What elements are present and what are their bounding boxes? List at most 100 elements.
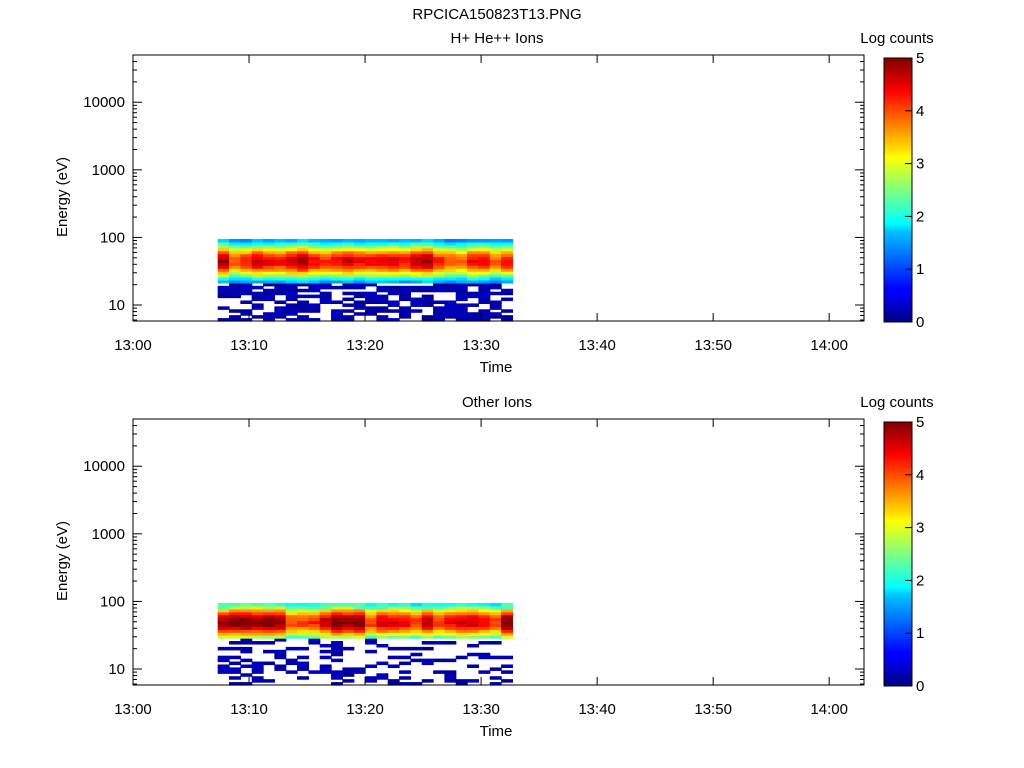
heatmap-cell: [229, 623, 241, 627]
heatmap-cell: [240, 309, 253, 313]
y-tick-label: 10000: [83, 458, 125, 475]
heatmap-cell: [387, 608, 400, 613]
heatmap-cell: [331, 658, 343, 663]
heatmap-cell: [251, 623, 264, 627]
heatmap-cell: [399, 247, 412, 252]
heatmap-cell: [467, 620, 480, 625]
heatmap-cell: [455, 259, 468, 263]
heatmap-cell: [421, 303, 434, 307]
heatmap-cell: [274, 611, 287, 616]
heatmap-cell: [229, 661, 241, 666]
heatmap-cell: [467, 614, 480, 619]
heatmap-cell: [297, 667, 309, 671]
heatmap-cell: [342, 244, 355, 249]
heatmap-cell: [263, 238, 275, 243]
heatmap-cell: [467, 626, 480, 630]
heatmap-cell: [229, 667, 241, 671]
heatmap-cell: [240, 279, 253, 284]
heatmap-cell: [467, 294, 480, 299]
heatmap-cell: [263, 262, 275, 266]
heatmap-cell: [501, 297, 514, 302]
heatmap-cell: [285, 241, 298, 246]
heatmap-cell: [501, 315, 514, 319]
heatmap-cell: [331, 635, 343, 639]
heatmap-cell: [263, 649, 275, 654]
heatmap-cell: [433, 632, 446, 636]
heatmap-cell: [319, 279, 332, 284]
heatmap-cell: [308, 244, 321, 249]
heatmap-cell: [410, 626, 423, 630]
heatmap-cell: [376, 620, 389, 625]
heatmap-cell: [365, 265, 377, 269]
heatmap-cell: [285, 262, 298, 266]
heatmap-cell: [387, 605, 400, 610]
heatmap-cell: [365, 282, 377, 287]
heatmap-cell: [263, 605, 275, 610]
heatmap-cell: [387, 259, 400, 263]
heatmap-cell: [444, 303, 457, 307]
heatmap-cell: [319, 271, 332, 275]
heatmap-cell: [285, 617, 298, 622]
heatmap-cell: [410, 288, 423, 293]
x-axis-ticks: 13:00 13:10 13:20 13:30 13:40 13:50 14:00: [114, 55, 848, 354]
heatmap-cell: [410, 297, 423, 302]
heatmap-cell: [263, 271, 275, 275]
heatmap-cell: [331, 611, 343, 616]
heatmap-cell: [251, 238, 264, 243]
heatmap-cell: [319, 655, 332, 660]
heatmap-cell: [501, 291, 514, 296]
heatmap-cell: [353, 635, 366, 639]
heatmap-cell: [501, 259, 514, 263]
heatmap-cell: [251, 306, 264, 310]
heatmap-cell: [478, 244, 491, 249]
heatmap-cell: [217, 271, 230, 275]
heatmap-cell: [342, 271, 355, 275]
heatmap-cell: [399, 250, 412, 255]
heatmap-cell: [308, 259, 321, 263]
heatmap-cell: [387, 655, 400, 660]
heatmap-cell: [331, 670, 343, 674]
heatmap-cell: [478, 315, 491, 319]
heatmap-cell: [342, 318, 355, 322]
heatmap-cell: [387, 250, 400, 255]
heatmap-cell: [387, 288, 400, 293]
heatmap-cell: [433, 247, 446, 252]
heatmap-cell: [353, 274, 366, 278]
heatmap-cell: [410, 652, 423, 657]
heatmap-cell: [387, 256, 400, 261]
heatmap-cell: [501, 617, 514, 622]
heatmap-cell: [274, 617, 287, 622]
heatmap-cell: [297, 629, 309, 633]
heatmap-cell: [444, 262, 457, 266]
heatmap-cell: [376, 629, 389, 633]
heatmap-cell: [229, 238, 241, 243]
heatmap-cell: [399, 256, 412, 261]
heatmap-cell: [455, 238, 468, 243]
heatmap-cell: [263, 623, 275, 627]
heatmap-cell: [342, 602, 355, 607]
x-tick-label: 13:20: [346, 701, 384, 718]
x-tick-label: 14:00: [810, 701, 848, 718]
heatmap-cell: [478, 611, 491, 616]
heatmap-cell: [376, 602, 389, 607]
heatmap-cell: [263, 279, 275, 284]
heatmap-cell: [274, 614, 287, 619]
heatmap-cell: [489, 315, 502, 319]
heatmap-cell: [478, 247, 491, 252]
y-tick-label: 100: [100, 593, 125, 610]
heatmap-cell: [229, 250, 241, 255]
heatmap-cell: [365, 620, 377, 625]
heatmap-cell: [297, 646, 309, 651]
heatmap-cell: [331, 602, 343, 607]
heatmap-cell: [353, 241, 366, 246]
heatmap-cell: [240, 282, 253, 287]
heatmap-cell: [455, 303, 468, 307]
heatmap-cell: [217, 617, 230, 622]
heatmap-cell: [444, 626, 457, 630]
heatmap-cell: [489, 285, 502, 290]
heatmap-cell: [331, 265, 343, 269]
heatmap-cell: [410, 259, 423, 263]
heatmap-cell: [342, 265, 355, 269]
heatmap-cell: [410, 632, 423, 636]
heatmap-cell: [263, 679, 275, 683]
